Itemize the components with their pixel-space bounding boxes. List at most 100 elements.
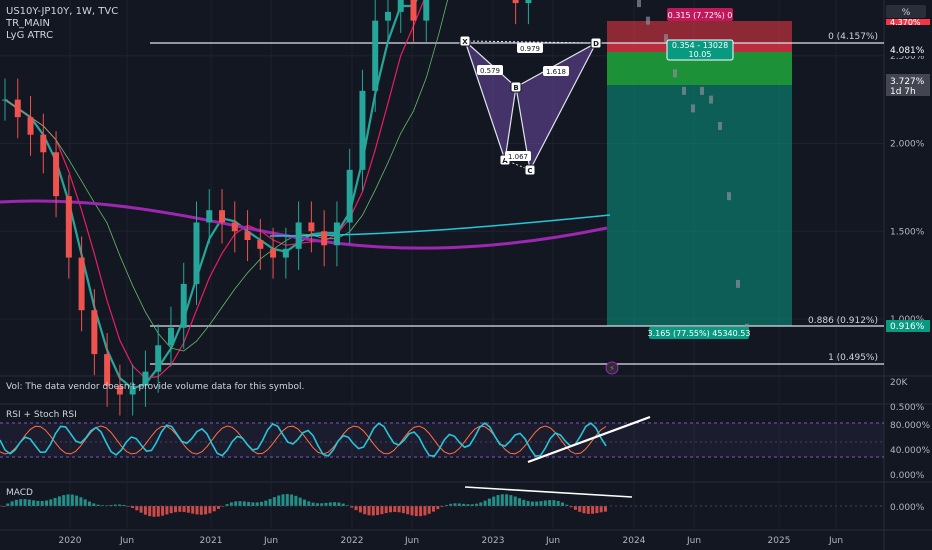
macd-histogram-bar bbox=[513, 496, 517, 506]
macd-histogram-bar bbox=[354, 506, 358, 511]
macd-histogram-bar bbox=[178, 506, 182, 512]
time-axis-label: 2020 bbox=[59, 536, 82, 546]
percent-toggle[interactable]: % bbox=[902, 8, 911, 18]
macd-histogram-bar bbox=[83, 499, 87, 506]
projection-candle bbox=[709, 95, 713, 104]
macd-histogram-bar bbox=[427, 506, 431, 514]
rsi-trendline[interactable] bbox=[527, 415, 651, 464]
candle-body bbox=[14, 99, 21, 118]
stop-loss-zone[interactable] bbox=[607, 21, 792, 43]
fib-label-top: 0 (4.157%) bbox=[828, 32, 878, 42]
volume-axis-label: 20K bbox=[890, 378, 908, 388]
macd-histogram-bar bbox=[79, 497, 83, 506]
macd-histogram-bar bbox=[238, 501, 242, 506]
macd-histogram-bar bbox=[449, 503, 453, 506]
macd-histogram-bar bbox=[561, 502, 564, 506]
candle-body bbox=[257, 240, 264, 249]
macd-trendline[interactable] bbox=[464, 486, 633, 498]
badge-line-price: 3.727% bbox=[890, 77, 925, 87]
harmonic-point-marker[interactable] bbox=[524, 164, 536, 176]
macd-histogram-bar bbox=[586, 506, 590, 514]
harmonic-point-label: A bbox=[502, 157, 508, 165]
macd-histogram-bar bbox=[96, 504, 100, 506]
macd-histogram-bar bbox=[294, 495, 298, 506]
time-axis-label: Jun bbox=[263, 536, 278, 546]
projection-candle bbox=[637, 0, 641, 8]
macd-histogram-bar bbox=[569, 506, 573, 508]
candle-body bbox=[53, 152, 60, 197]
macd-histogram-bar bbox=[578, 506, 582, 512]
macd-histogram-bar bbox=[389, 506, 392, 513]
macd-histogram-bar bbox=[135, 506, 139, 511]
macd-histogram-bar bbox=[272, 497, 276, 506]
macd-histogram-bar bbox=[62, 495, 66, 506]
badge-top-partial: 4.370% bbox=[890, 18, 921, 27]
macd-histogram-bar bbox=[397, 506, 401, 513]
macd-histogram-bar bbox=[199, 506, 203, 515]
macd-histogram-bar bbox=[225, 504, 229, 506]
take-profit-zone[interactable] bbox=[607, 85, 792, 326]
harmonic-point-marker[interactable] bbox=[590, 37, 602, 49]
macd-histogram-bar bbox=[143, 506, 147, 515]
symbol-title[interactable]: US10Y-JP10Y, 1W, TVC bbox=[6, 6, 119, 17]
candle-body bbox=[423, 0, 430, 21]
macd-histogram-bar bbox=[419, 506, 423, 517]
candle-body bbox=[231, 222, 238, 232]
ratio-xd-box bbox=[517, 43, 543, 53]
harmonic-point-marker[interactable] bbox=[459, 35, 471, 47]
corner-box[interactable] bbox=[886, 5, 926, 18]
macd-histogram-bar bbox=[260, 501, 263, 506]
macd-histogram-bar bbox=[324, 502, 328, 506]
macd-histogram-bar bbox=[380, 506, 384, 515]
macd-histogram-bar bbox=[363, 506, 367, 515]
indicator-tr-main[interactable]: TR_MAIN bbox=[6, 18, 50, 29]
macd-histogram-bar bbox=[483, 500, 487, 506]
indicator-lyg-atrc[interactable]: LyG ATRC bbox=[6, 30, 54, 41]
ratio-xb: 0.579 bbox=[480, 67, 500, 75]
macd-pane-title[interactable]: MACD bbox=[6, 488, 33, 498]
harmonic-point-label: C bbox=[527, 167, 532, 175]
projection-candle bbox=[718, 121, 722, 130]
time-axis-label: 2021 bbox=[200, 536, 223, 546]
badge-top-partial-box bbox=[886, 19, 930, 25]
harmonic-point-marker[interactable] bbox=[510, 81, 522, 93]
macd-histogram-bar bbox=[70, 494, 74, 506]
macd-histogram-bar bbox=[217, 506, 220, 509]
macd-histogram-bar bbox=[350, 506, 354, 508]
candle-body bbox=[104, 354, 111, 386]
macd-histogram-bar bbox=[470, 504, 474, 506]
badge-current-price: 4.081% bbox=[890, 46, 925, 56]
macd-histogram-bar bbox=[487, 498, 491, 506]
macd-histogram-bar bbox=[346, 505, 349, 506]
candle-body bbox=[397, 0, 404, 12]
candle-body bbox=[180, 283, 187, 328]
badge-current-box bbox=[886, 43, 930, 56]
macd-histogram-bar bbox=[148, 506, 152, 517]
event-marker-icon[interactable] bbox=[605, 361, 619, 375]
time-axis-label: Jun bbox=[686, 536, 701, 546]
macd-histogram-bar bbox=[462, 503, 466, 506]
ratio-bd-box bbox=[543, 66, 569, 76]
rsi-line bbox=[0, 421, 607, 457]
entry-label-box bbox=[666, 39, 734, 61]
macd-histogram-bar bbox=[285, 494, 289, 506]
candle-body bbox=[65, 196, 72, 258]
harmonic-bcd-triangle[interactable] bbox=[515, 41, 598, 172]
macd-histogram-bar bbox=[337, 502, 341, 506]
macd-histogram-bar bbox=[242, 501, 246, 506]
price-axis-tick: 2.000% bbox=[890, 140, 925, 150]
chart-legend: US10Y-JP10Y, 1W, TVC TR_MAIN LyG ATRC bbox=[6, 6, 118, 42]
candle-body bbox=[333, 222, 340, 246]
candle-body bbox=[193, 222, 200, 284]
macd-histogram-bar bbox=[212, 506, 216, 512]
time-axis-label: Jun bbox=[828, 536, 843, 546]
ema-slow-line bbox=[4, 0, 448, 352]
macd-histogram-bar bbox=[453, 503, 457, 506]
macd-histogram-bar bbox=[604, 506, 607, 512]
macd-histogram-bar bbox=[492, 496, 496, 506]
rsi-pane-title[interactable]: RSI + Stoch RSI bbox=[6, 410, 77, 420]
macd-histogram-bar bbox=[32, 500, 36, 506]
projection-candle bbox=[664, 34, 668, 43]
